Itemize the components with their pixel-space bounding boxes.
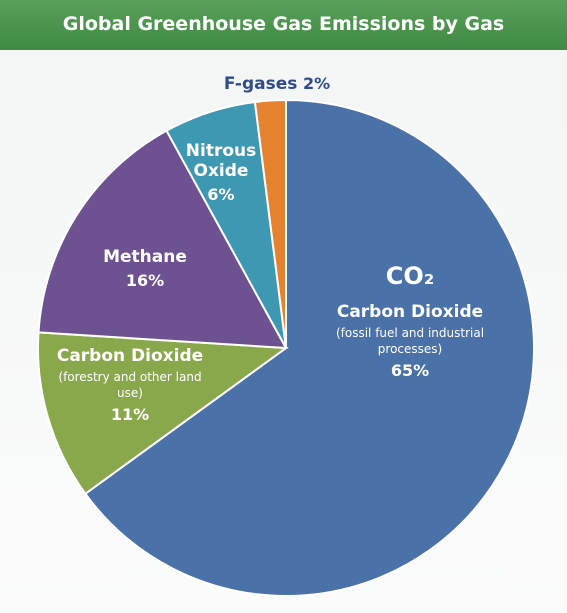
slice-name: Methane	[103, 247, 187, 267]
slice-label: F-gases 2%	[177, 74, 377, 94]
slice-name: Carbon Dioxide	[336, 302, 484, 322]
value-label: 16%	[125, 271, 165, 290]
slice-note: (forestry and other land use)	[58, 370, 202, 400]
slice-note: (fossil fuel and industrial processes)	[335, 326, 485, 356]
formula: CO₂	[385, 262, 435, 290]
value-label: 65%	[390, 361, 430, 380]
slice-label: Methane 16%	[85, 247, 205, 291]
chart-title: Global Greenhouse Gas Emissions by Gas	[0, 0, 567, 50]
slice-name: Carbon Dioxide	[56, 346, 204, 366]
pie-slice	[83, 98, 535, 597]
value-label: 6%	[207, 185, 235, 204]
slice-label: CO₂ Carbon Dioxide (fossil fuel and indust…	[305, 262, 515, 381]
pie-slice	[37, 129, 288, 350]
slice-label: Nitrous Oxide 6%	[181, 141, 261, 205]
slice-name: Nitrous Oxide	[185, 141, 257, 181]
value-label: 11%	[110, 405, 150, 424]
slice-label: Carbon Dioxide (forestry and other land u…	[45, 346, 215, 425]
slice-name: F-gases	[223, 74, 298, 94]
pie-slice	[37, 331, 289, 496]
value-label: 2%	[302, 74, 331, 93]
pie-slice	[253, 98, 287, 349]
